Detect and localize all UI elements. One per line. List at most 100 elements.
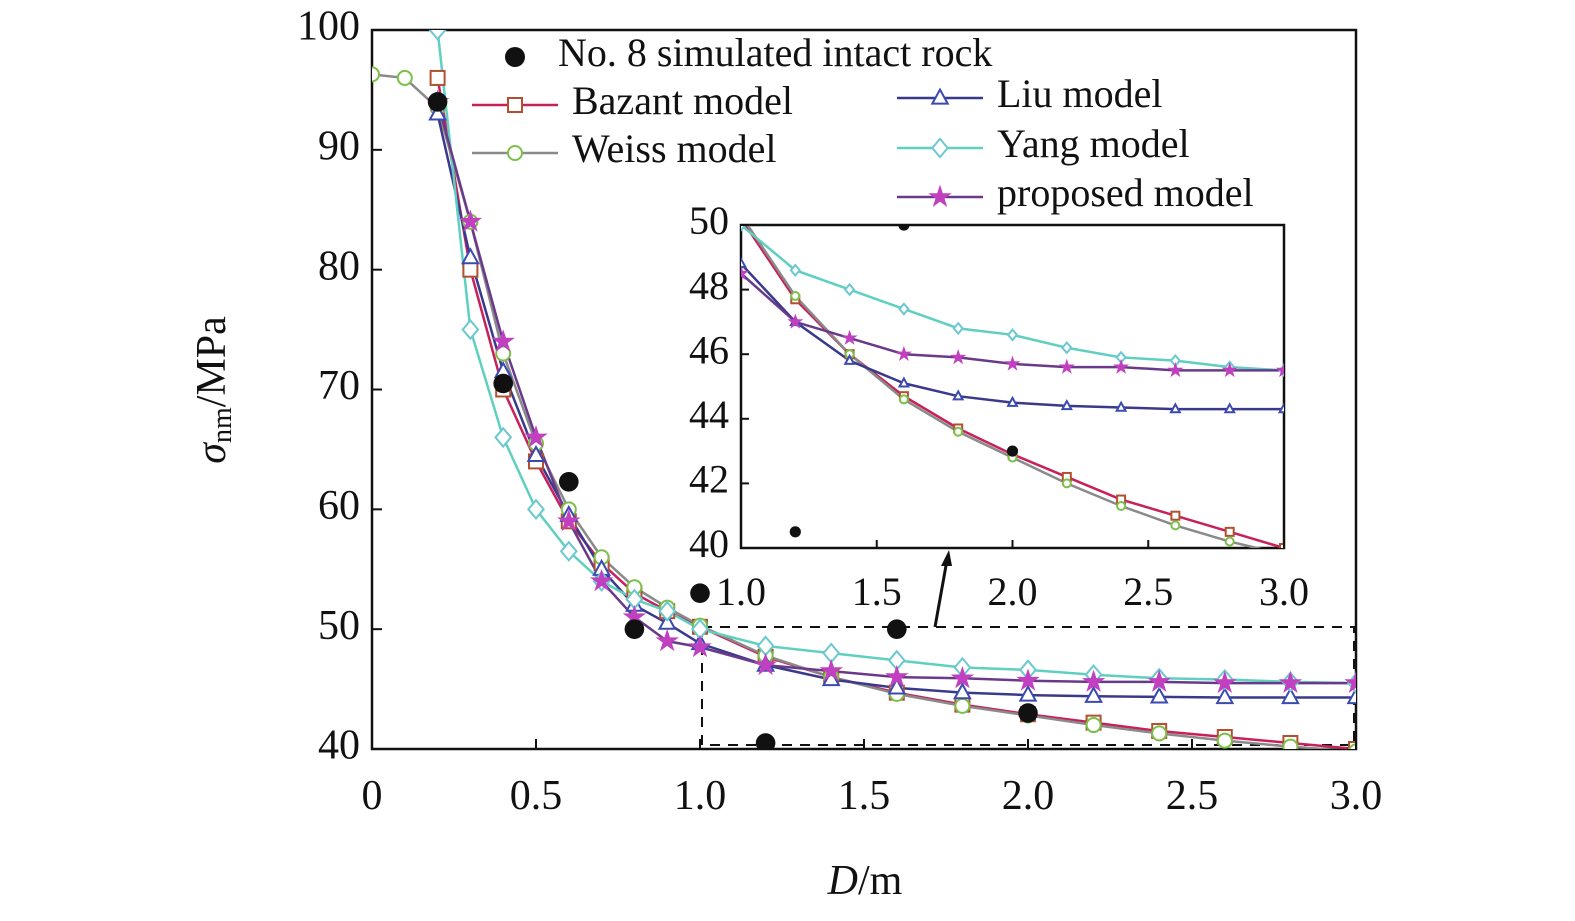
marker [819,658,843,682]
y-tick-label: 60 [318,483,360,529]
x-tick-label: 2.5 [1123,569,1173,614]
marker [897,376,910,388]
series-line [746,225,1263,548]
marker [928,184,952,207]
marker [1061,478,1072,489]
marker [898,394,909,405]
data-point [1018,703,1038,723]
labels: 0 0.5 1.0 1.5 2.0 2.5 3.0 40 50 60 70 80 90 100 1.0 1.5… [297,4,1382,819]
y-tick-label: 100 [297,4,360,50]
marker [428,103,447,121]
marker [1282,738,1299,749]
zoom-arrow [933,559,949,628]
data-point [493,373,513,394]
marker [526,444,546,463]
y-tick-label: 42 [689,457,729,502]
legend-label: Yang model [997,121,1190,166]
marker [589,568,614,592]
marker [658,600,677,622]
marker [1215,686,1235,705]
marker [1276,361,1284,378]
marker [494,426,513,449]
marker [841,329,858,345]
marker [741,256,748,268]
marker [737,215,745,223]
y-tick-label: 50 [689,198,729,243]
marker [1004,355,1021,371]
y-axis-label: σnm/MPa [189,316,239,464]
marker [950,349,967,365]
marker [1224,526,1235,537]
marker [1277,402,1284,414]
data-point [1006,445,1019,457]
marker [1170,510,1181,521]
marker [655,628,679,652]
marker [495,345,512,362]
x-tick-label: 1.5 [852,569,902,614]
marker [1113,358,1130,374]
marker [787,313,804,329]
marker [1169,402,1182,414]
marker [1085,717,1102,734]
y-tick-label: 90 [318,123,360,169]
x-tick-label: 1.0 [674,773,727,819]
marker [753,652,778,676]
marker [710,173,718,181]
zoom-arrowhead [941,550,952,566]
x-axis-label: D/m [827,858,903,904]
legend-label: Bazant model [572,78,793,123]
x-label-unit: /m [858,858,903,904]
marker [930,87,950,105]
marker [1151,725,1168,742]
marker [1116,501,1127,512]
marker [461,247,480,265]
marker [953,426,964,437]
x-label-symbol: D [827,858,858,904]
marker [1061,340,1073,355]
y-label-subscript: nm [207,407,238,443]
marker [429,69,446,86]
y-tick-label: 50 [318,603,360,649]
marker [507,97,523,113]
marker [682,188,692,197]
main-plot [372,30,1356,749]
marker [461,318,480,341]
x-tick-label: 3.0 [1330,773,1383,819]
marker [843,282,856,297]
marker [709,171,718,181]
marker [1346,686,1356,705]
marker [1223,402,1236,414]
x-tick-label: 2.5 [1166,773,1219,819]
marker [930,137,950,159]
marker [1084,685,1103,703]
data-point [887,619,907,639]
marker [737,211,745,219]
marker [1149,686,1169,704]
marker [1115,400,1128,412]
data-point [427,92,448,112]
marker [950,665,975,689]
marker [1058,358,1075,374]
data-point [755,733,776,749]
marker [1278,670,1303,694]
marker [458,209,483,232]
legend-label: Weiss model [572,126,777,171]
marker [1060,399,1073,411]
marker [1081,669,1106,692]
x-tick-label: 0 [362,773,383,819]
marker [898,302,910,316]
marker [952,321,964,336]
marker [524,425,548,448]
marker [843,353,856,365]
legend-label: Liu model [997,71,1163,116]
legend-marker [505,47,525,67]
x-tick-label: 3.0 [1259,569,1309,614]
x-tick-label: 1.0 [716,569,766,614]
marker [1279,543,1284,548]
x-tick-label: 1.5 [838,773,891,819]
marker [953,682,972,700]
marker [1006,395,1019,407]
marker [789,263,802,277]
data-point [559,471,579,492]
